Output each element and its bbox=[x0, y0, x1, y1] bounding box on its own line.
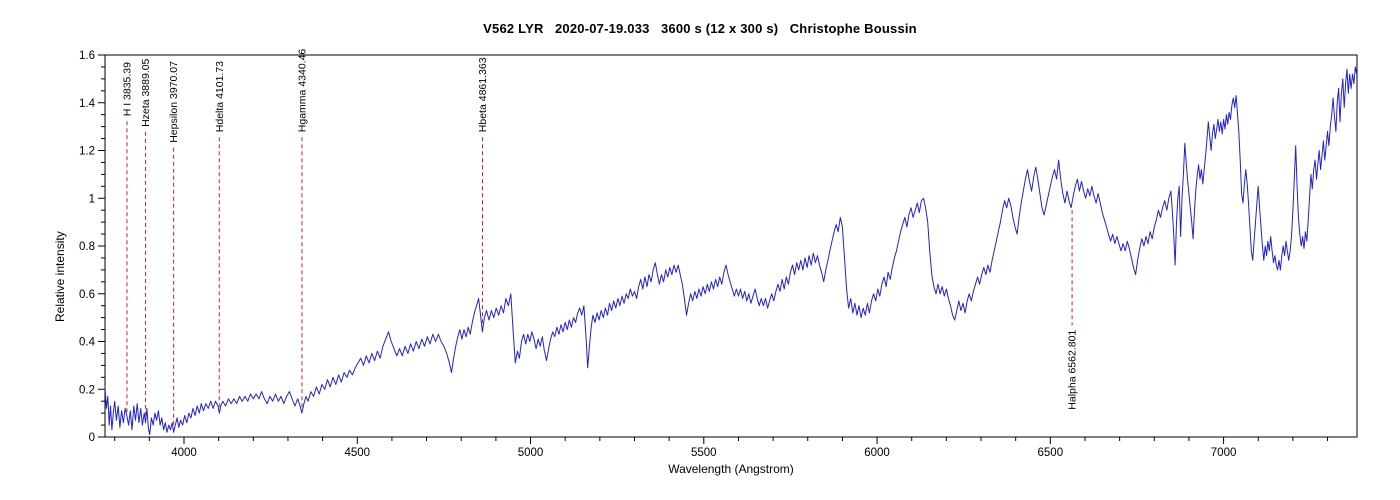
y-tick-label: 1.6 bbox=[79, 50, 95, 62]
x-tick-label: 5500 bbox=[691, 447, 717, 459]
y-tick-label: 1.4 bbox=[79, 98, 96, 110]
spectrum-line bbox=[104, 66, 1358, 436]
x-tick-label: 5000 bbox=[518, 447, 544, 459]
balmer-marker-label: Halpha 6562.801 bbox=[1067, 330, 1079, 410]
y-tick-label: 0.6 bbox=[79, 289, 95, 301]
balmer-marker-label: Hzeta 3889.05 bbox=[140, 58, 152, 126]
x-tick-label: 7000 bbox=[1211, 447, 1237, 459]
plot-border bbox=[104, 54, 1358, 438]
y-tick-label: 1.2 bbox=[79, 146, 95, 158]
x-tick-label: 4000 bbox=[171, 447, 197, 459]
x-tick-label: 6500 bbox=[1038, 447, 1064, 459]
balmer-marker-label: H I 3835.39 bbox=[121, 62, 133, 116]
y-tick-label: 0.8 bbox=[79, 241, 95, 253]
balmer-marker-label: Hdelta 4101.73 bbox=[214, 61, 226, 132]
y-tick-label: 0 bbox=[89, 432, 95, 444]
balmer-marker-label: Hepsilon 3970.07 bbox=[168, 61, 180, 143]
chart-title: V562 LYR 2020-07-19.033 3600 s (12 x 300… bbox=[483, 21, 917, 36]
y-tick-label: 1 bbox=[89, 193, 95, 205]
x-tick-label: 6000 bbox=[864, 447, 890, 459]
y-tick-label: 0.2 bbox=[79, 384, 95, 396]
balmer-marker-label: Hbeta 4861.363 bbox=[477, 57, 489, 132]
y-tick-label: 0.4 bbox=[79, 337, 96, 349]
balmer-marker-label: Hgamma 4340.46 bbox=[296, 49, 308, 133]
x-tick-label: 4500 bbox=[344, 447, 370, 459]
x-axis-label: Wavelength (Angstrom) bbox=[668, 462, 794, 476]
y-axis-label: Relative intensity bbox=[53, 231, 67, 322]
